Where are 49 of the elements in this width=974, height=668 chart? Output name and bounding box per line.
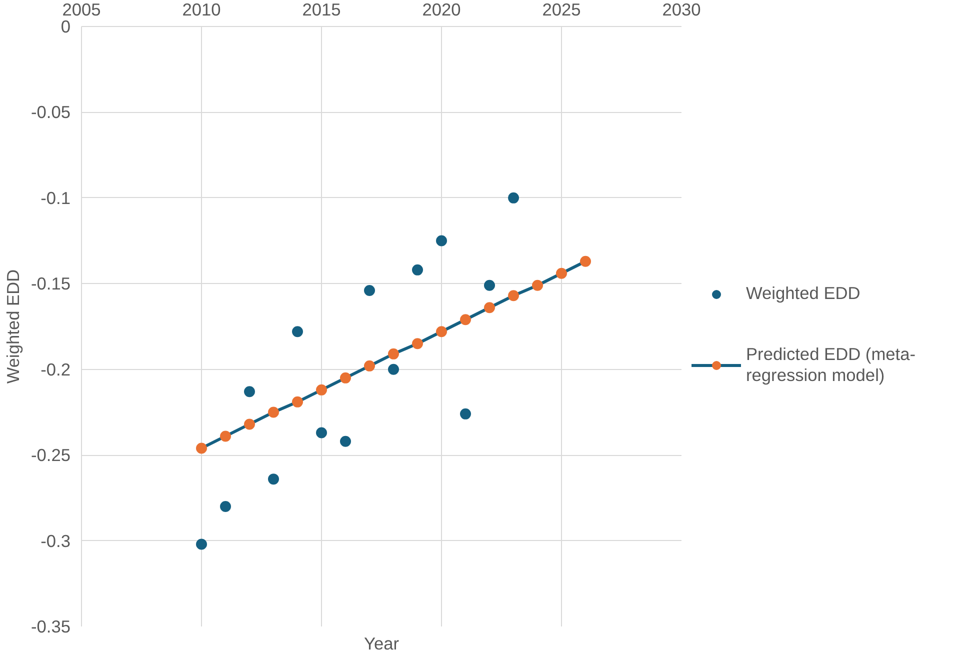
point [196,442,207,454]
point [244,418,255,430]
point [316,384,327,396]
point [508,192,519,204]
point [388,364,399,375]
point [580,256,591,267]
point [220,430,231,442]
x-tick-label: 2015 [302,0,341,20]
x-tick-label: 2020 [422,0,461,20]
x-tick-label: 2010 [182,0,221,20]
point [244,386,255,398]
point [196,538,207,550]
point [364,360,375,372]
point [460,314,471,326]
point [268,474,279,485]
point [460,408,471,420]
y-tick-label: -0.05 [31,102,71,122]
x-tick-label: 2025 [542,0,581,20]
point [364,285,375,296]
y-axis-title: Weighted EDD [3,269,24,384]
point [412,338,423,350]
y-tick-label: -0.1 [40,188,70,208]
point [292,396,303,408]
point [340,372,351,384]
point [220,501,231,512]
point [508,290,519,302]
point [388,348,399,360]
point [556,268,567,279]
legend-label: Predicted EDD (meta-regression model) [746,344,916,386]
point [340,436,351,447]
point [532,280,543,291]
point [436,235,447,246]
y-tick-label: -0.25 [31,445,71,466]
point [268,406,279,418]
point [292,326,303,338]
y-tick-label: -0.15 [31,274,71,294]
point [436,326,447,338]
y-tick-label: -0.35 [31,616,71,636]
x-axis-title: Year [364,634,400,654]
x-tick-label: 2030 [662,0,701,20]
x-tick-label: 2005 [62,0,101,20]
y-tick-label: 0 [60,16,71,36]
point [412,264,423,276]
y-tick-label: -0.2 [40,359,70,380]
point [484,302,495,314]
point [316,427,327,438]
y-tick-label: -0.3 [40,530,70,551]
legend-label: Weighted EDD [746,283,860,304]
point [484,280,495,291]
